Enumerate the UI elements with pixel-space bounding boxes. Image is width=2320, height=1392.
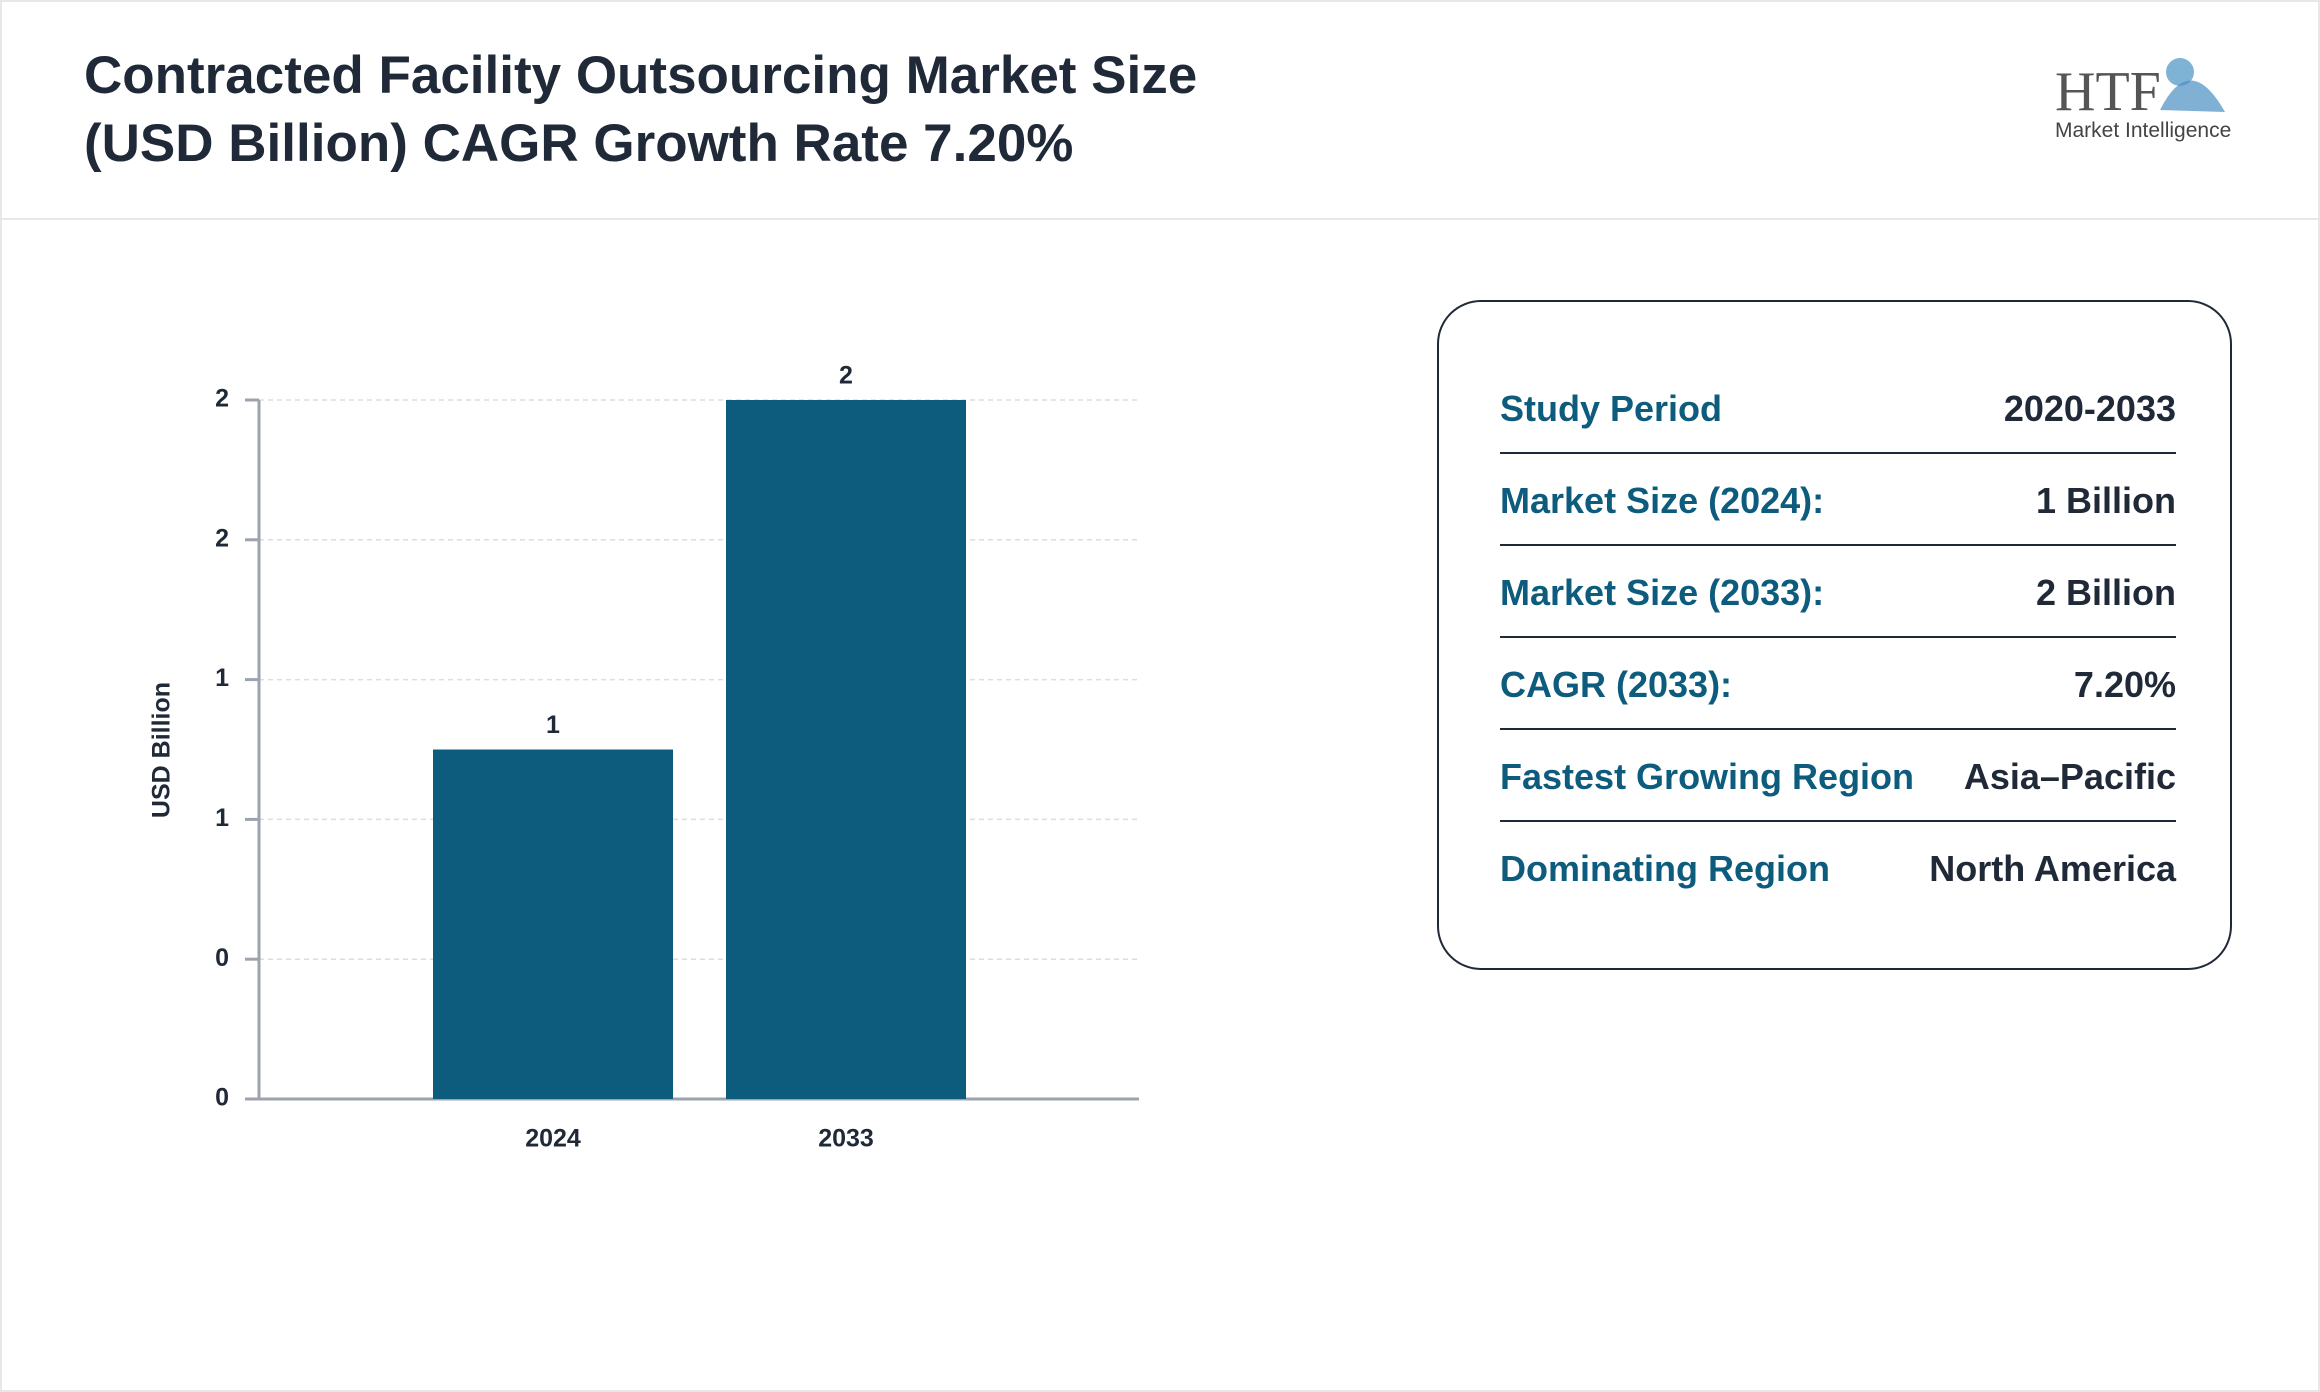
info-value: 7.20%: [2073, 664, 2176, 705]
title-line: (USD Billion) CAGR Growth Rate 7.20%: [84, 114, 1074, 173]
y-tick-label: 2: [215, 524, 229, 552]
info-label: Market Size (2033):: [1500, 572, 1825, 613]
bar: [433, 749, 673, 1099]
bar: [726, 400, 966, 1099]
x-tick-label: 2024: [525, 1125, 581, 1153]
info-label: Study Period: [1500, 388, 1723, 429]
value-label: 2: [839, 362, 853, 390]
info-value: North America: [1929, 848, 2176, 889]
y-tick-label: 1: [215, 804, 229, 832]
chart: USD Billion 0 0 1 1 2 2 1 2024 2 2033: [148, 362, 1139, 1153]
page-title: Contracted Facility Outsourcing Market S…: [84, 42, 1197, 178]
info-label: Dominating Region: [1500, 848, 1830, 889]
logo-icon: [2166, 58, 2194, 86]
y-tick-label: 0: [215, 944, 229, 972]
logo-mark: HTF: [2055, 61, 2161, 123]
y-axis-label: USD Billion: [148, 682, 176, 818]
header-divider: [0, 218, 2320, 220]
logo: HTF Market Intelligence: [2055, 58, 2231, 142]
y-tick-label: 1: [215, 664, 229, 692]
x-tick-label: 2033: [818, 1125, 874, 1153]
info-label: Fastest Growing Region: [1500, 756, 1915, 797]
logo-tagline: Market Intelligence: [2055, 119, 2231, 142]
info-value: 1 Billion: [2035, 480, 2176, 521]
info-value: 2020-2033: [2003, 388, 2176, 429]
info-value: 2 Billion: [2035, 572, 2176, 613]
info-row: Dominating Region North America: [1500, 820, 2176, 912]
info-card: Study Period 2020-2033 Market Size (2024):…: [1437, 300, 2232, 970]
y-tick-label: 2: [215, 385, 229, 413]
y-tick-label: 0: [215, 1084, 229, 1112]
info-value: Asia–Pacific: [1963, 756, 2176, 797]
info-row: Study Period 2020-2033: [1500, 360, 2176, 454]
info-row: Fastest Growing Region Asia–Pacific: [1500, 728, 2176, 822]
info-row: Market Size (2033): 2 Billion: [1500, 544, 2176, 638]
logo-icon: [2160, 80, 2225, 112]
info-label: Market Size (2024):: [1500, 480, 1825, 521]
title-line: Contracted Facility Outsourcing Market S…: [84, 46, 1198, 105]
info-label: CAGR (2033):: [1500, 664, 1733, 705]
info-row: CAGR (2033): 7.20%: [1500, 636, 2176, 730]
value-label: 1: [546, 711, 560, 739]
info-row: Market Size (2024): 1 Billion: [1500, 452, 2176, 546]
